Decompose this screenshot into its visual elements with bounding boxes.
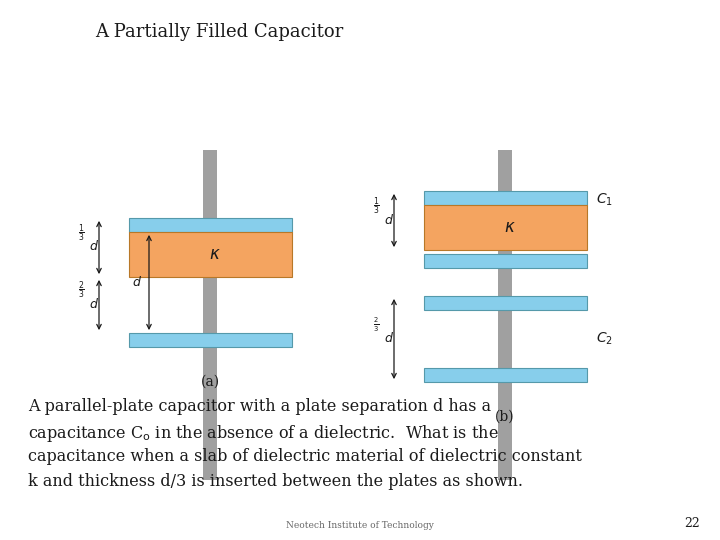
Bar bbox=[129, 232, 292, 277]
Text: capacitance when a slab of dielectric material of dielectric constant: capacitance when a slab of dielectric ma… bbox=[28, 448, 582, 465]
Bar bbox=[203, 150, 217, 480]
Text: $\frac{2}{3}$: $\frac{2}{3}$ bbox=[373, 316, 379, 334]
Bar bbox=[424, 191, 587, 205]
Bar bbox=[498, 150, 512, 480]
Bar bbox=[424, 205, 587, 250]
Text: $\kappa$: $\kappa$ bbox=[209, 246, 221, 263]
Text: (b): (b) bbox=[495, 410, 515, 424]
Bar bbox=[424, 254, 587, 268]
Text: 22: 22 bbox=[684, 517, 700, 530]
Text: (a): (a) bbox=[200, 375, 220, 389]
Bar bbox=[424, 296, 587, 310]
Text: k and thickness d/3 is inserted between the plates as shown.: k and thickness d/3 is inserted between … bbox=[28, 473, 523, 490]
Text: $\frac{2}{3}$: $\frac{2}{3}$ bbox=[78, 280, 84, 301]
Text: $C_2$: $C_2$ bbox=[596, 331, 613, 347]
Text: $d$: $d$ bbox=[384, 331, 394, 345]
Bar bbox=[129, 218, 292, 232]
Bar bbox=[424, 368, 587, 382]
Text: $d$: $d$ bbox=[89, 240, 99, 253]
Text: $d$: $d$ bbox=[384, 213, 394, 226]
Text: $\kappa$: $\kappa$ bbox=[504, 219, 516, 236]
Text: A Partially Filled Capacitor: A Partially Filled Capacitor bbox=[95, 23, 343, 41]
Text: Neotech Institute of Technology: Neotech Institute of Technology bbox=[286, 521, 434, 530]
Text: $\frac{1}{3}$: $\frac{1}{3}$ bbox=[78, 222, 84, 244]
Text: $d$: $d$ bbox=[89, 297, 99, 311]
Text: capacitance C$_\mathsf{o}$ in the absence of a dielectric.  What is the: capacitance C$_\mathsf{o}$ in the absenc… bbox=[28, 423, 499, 444]
Text: A parallel-plate capacitor with a plate separation d has a: A parallel-plate capacitor with a plate … bbox=[28, 398, 491, 415]
Text: $d$: $d$ bbox=[132, 275, 142, 289]
Text: $\frac{1}{3}$: $\frac{1}{3}$ bbox=[372, 195, 379, 217]
Bar bbox=[129, 333, 292, 347]
Text: $C_1$: $C_1$ bbox=[596, 192, 613, 208]
